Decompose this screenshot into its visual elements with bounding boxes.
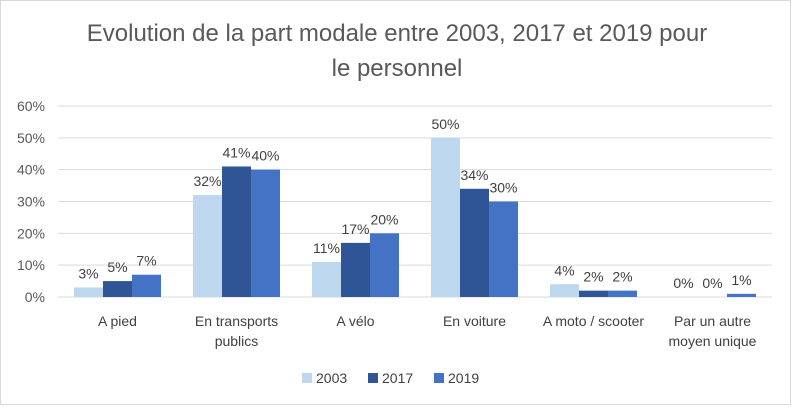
data-label-2003-2: 11% <box>313 240 340 256</box>
bar-2019-2 <box>370 233 399 297</box>
data-label-2019-0: 7% <box>136 253 156 269</box>
x-category-label: Par un autre <box>674 313 751 329</box>
bar-2019-3 <box>489 201 518 297</box>
data-label-2017-5: 0% <box>702 275 722 291</box>
data-label-2017-0: 5% <box>107 259 127 275</box>
legend-label-2003: 2003 <box>316 370 347 386</box>
x-axis-categories: A pied En transports publics A vélo En voitu… <box>98 313 757 349</box>
y-tick-label: 60% <box>17 98 45 114</box>
data-label-2017-3: 34% <box>460 167 488 183</box>
data-label-2003-1: 32% <box>193 173 221 189</box>
bar-2003-3 <box>431 137 460 297</box>
y-tick-label: 20% <box>17 225 45 241</box>
x-category-label: A vélo <box>336 313 374 329</box>
y-tick-label: 10% <box>17 257 45 273</box>
data-label-2017-2: 17% <box>341 221 369 237</box>
bar-2017-4 <box>579 290 608 297</box>
data-label-2019-3: 30% <box>489 180 517 196</box>
data-label-2003-4: 4% <box>554 262 574 278</box>
data-label-2019-2: 20% <box>370 211 398 227</box>
data-label-2003-3: 50% <box>431 116 459 132</box>
x-category-label: publics <box>215 333 259 349</box>
bar-2003-0 <box>74 287 103 297</box>
bar-2003-4 <box>550 284 579 297</box>
legend-swatch-2017 <box>368 373 378 383</box>
data-label-2017-4: 2% <box>583 269 603 285</box>
bar-2019-5 <box>727 293 756 297</box>
y-axis-ticks: 0% 10% 20% 30% 40% 50% 60% <box>17 98 45 305</box>
x-category-label: A pied <box>98 313 137 329</box>
y-tick-label: 0% <box>25 289 45 305</box>
legend-swatch-2019 <box>434 373 444 383</box>
x-category-label: En voiture <box>443 313 506 329</box>
bar-2017-1 <box>222 166 251 297</box>
x-category-label: A moto / scooter <box>543 313 644 329</box>
bar-2003-1 <box>193 195 222 297</box>
data-label-2017-1: 41% <box>222 144 250 160</box>
bar-2019-1 <box>251 169 280 297</box>
data-label-2019-5: 1% <box>731 272 751 288</box>
bar-2017-3 <box>460 188 489 297</box>
y-tick-label: 50% <box>17 130 45 146</box>
data-label-2019-1: 40% <box>251 148 279 164</box>
bar-2017-2 <box>341 242 370 297</box>
chart-title-line-1: Evolution de la part modale entre 2003, … <box>87 20 707 47</box>
bar-2019-0 <box>132 274 161 297</box>
bar-2017-0 <box>103 281 132 297</box>
bars <box>74 137 756 297</box>
data-labels: 3% 32% 11% 50% 4% 0% 5% 41% 17% 34% 2% 0% 7% 40% 20% 30… <box>78 116 751 291</box>
legend-label-2019: 2019 <box>448 370 479 386</box>
data-label-2003-0: 3% <box>78 265 98 281</box>
y-tick-label: 40% <box>17 162 45 178</box>
data-label-2019-4: 2% <box>612 269 632 285</box>
bar-2019-4 <box>608 290 637 297</box>
gridlines <box>58 105 772 298</box>
x-category-label: En transports <box>195 313 278 329</box>
data-label-2003-5: 0% <box>673 275 693 291</box>
legend: 2003 2017 2019 <box>302 370 479 386</box>
y-tick-label: 30% <box>17 194 45 210</box>
legend-swatch-2003 <box>302 373 312 383</box>
bar-2003-2 <box>312 261 341 297</box>
x-category-label: moyen unique <box>669 333 757 349</box>
chart-title-line-2: le personnel <box>332 55 463 82</box>
legend-label-2017: 2017 <box>382 370 413 386</box>
